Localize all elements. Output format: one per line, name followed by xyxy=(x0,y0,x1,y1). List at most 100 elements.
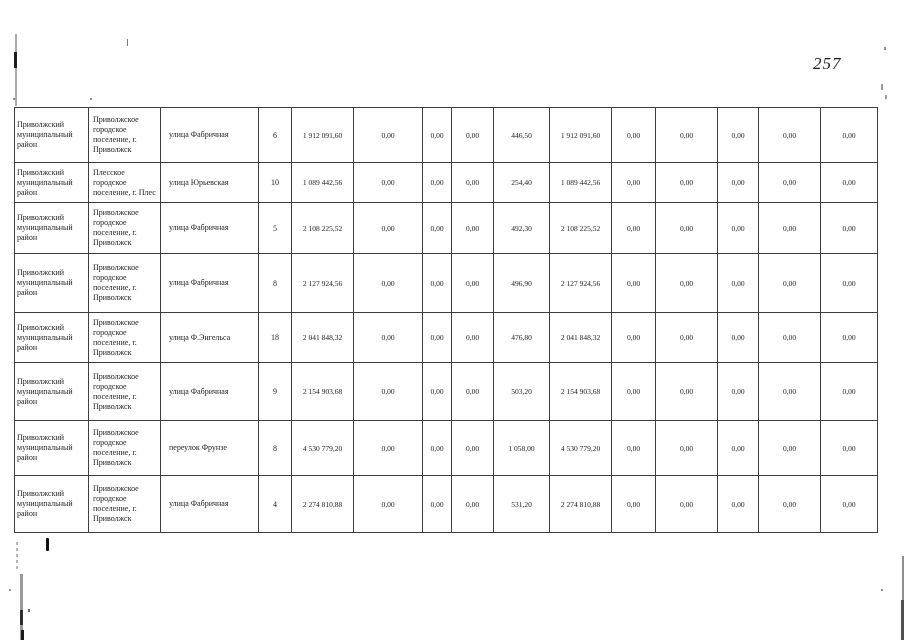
cell-settlement: Приволжское городское поселение, г. Прив… xyxy=(88,202,161,254)
cell-district: Приволжский муниципальный район xyxy=(14,107,89,163)
cell-value: 0,00 xyxy=(353,202,423,254)
cell-value: 0,00 xyxy=(451,253,494,313)
cell-value: 0,00 xyxy=(717,107,759,163)
table-body: Приволжский муниципальный район Приволжск… xyxy=(14,107,878,533)
data-table: Приволжский муниципальный район Приволжск… xyxy=(14,107,878,533)
cell-value: 0,00 xyxy=(655,312,718,363)
cell-value: 0,00 xyxy=(451,202,494,254)
cell-house-number: 4 xyxy=(258,475,292,533)
cell-value: 2 154 903,68 xyxy=(549,362,612,421)
cell-value: 0,00 xyxy=(655,162,718,203)
cell-value: 496,90 xyxy=(493,253,550,313)
cell-value: 0,00 xyxy=(422,253,452,313)
cell-value: 0,00 xyxy=(717,475,759,533)
table-row: Приволжский муниципальный район Приволжск… xyxy=(14,312,878,363)
cell-value: 0,00 xyxy=(758,162,821,203)
table-row: Приволжский муниципальный район Приволжск… xyxy=(14,420,878,476)
cell-value: 4 530 779,20 xyxy=(549,420,612,476)
table-row: Приволжский муниципальный район Приволжск… xyxy=(14,202,878,254)
cell-value: 2 127 924,56 xyxy=(291,253,354,313)
cell-value: 0,00 xyxy=(611,253,656,313)
cell-value: 503,20 xyxy=(493,362,550,421)
cell-district: Приволжский муниципальный район xyxy=(14,253,89,313)
scan-artifact-dot xyxy=(881,589,883,591)
table-row: Приволжский муниципальный район Приволжск… xyxy=(14,107,878,163)
cell-value: 0,00 xyxy=(655,362,718,421)
cell-settlement: Приволжское городское поселение, г. Прив… xyxy=(88,420,161,476)
cell-value: 2 274 810,88 xyxy=(291,475,354,533)
cell-district: Приволжский муниципальный район xyxy=(14,312,89,363)
table-row: Приволжский муниципальный район Приволжск… xyxy=(14,475,878,533)
cell-value: 492,30 xyxy=(493,202,550,254)
cell-street: улица Фабричная xyxy=(160,253,259,313)
scan-artifact-dashes xyxy=(16,542,18,570)
cell-value: 0,00 xyxy=(353,162,423,203)
cell-value: 0,00 xyxy=(451,312,494,363)
cell-house-number: 10 xyxy=(258,162,292,203)
cell-value: 0,00 xyxy=(422,312,452,363)
scan-artifact-bar xyxy=(901,600,904,640)
cell-value: 0,00 xyxy=(353,107,423,163)
cell-value: 1 912 091,60 xyxy=(291,107,354,163)
scan-artifact-tick xyxy=(127,39,128,46)
cell-value: 0,00 xyxy=(758,312,821,363)
cell-value: 1 089 442,56 xyxy=(549,162,612,203)
cell-house-number: 18 xyxy=(258,312,292,363)
cell-settlement: Приволжское городское поселение, г. Прив… xyxy=(88,253,161,313)
cell-value: 0,00 xyxy=(422,162,452,203)
cell-value: 0,00 xyxy=(758,107,821,163)
scan-artifact-dot xyxy=(881,84,883,90)
cell-street: переулок Фрунзе xyxy=(160,420,259,476)
cell-value: 0,00 xyxy=(353,475,423,533)
cell-settlement: Приволжское городское поселение, г. Прив… xyxy=(88,312,161,363)
cell-value: 0,00 xyxy=(451,162,494,203)
cell-value: 0,00 xyxy=(717,420,759,476)
cell-value: 0,00 xyxy=(717,202,759,254)
cell-value: 0,00 xyxy=(353,362,423,421)
cell-value: 0,00 xyxy=(820,475,878,533)
cell-value: 0,00 xyxy=(611,202,656,254)
cell-value: 254,40 xyxy=(493,162,550,203)
cell-value: 0,00 xyxy=(655,475,718,533)
cell-district: Приволжский муниципальный район xyxy=(14,162,89,203)
cell-value: 0,00 xyxy=(758,202,821,254)
cell-value: 4 530 779,20 xyxy=(291,420,354,476)
cell-value: 0,00 xyxy=(820,107,878,163)
cell-district: Приволжский муниципальный район xyxy=(14,475,89,533)
cell-value: 0,00 xyxy=(655,202,718,254)
cell-value: 0,00 xyxy=(611,107,656,163)
cell-district: Приволжский муниципальный район xyxy=(14,362,89,421)
table-row: Приволжский муниципальный район Приволжск… xyxy=(14,362,878,421)
cell-street: улица Юрьевская xyxy=(160,162,259,203)
cell-value: 0,00 xyxy=(820,253,878,313)
cell-settlement: Приволжское городское поселение, г. Прив… xyxy=(88,475,161,533)
cell-value: 0,00 xyxy=(758,420,821,476)
scan-artifact-line xyxy=(20,574,23,640)
cell-value: 2 154 903,68 xyxy=(291,362,354,421)
cell-value: 1 089 442,56 xyxy=(291,162,354,203)
cell-value: 0,00 xyxy=(353,312,423,363)
cell-value: 2 041 848,32 xyxy=(549,312,612,363)
cell-value: 0,00 xyxy=(717,162,759,203)
scan-artifact-stroke xyxy=(46,538,49,551)
cell-value: 476,80 xyxy=(493,312,550,363)
cell-value: 0,00 xyxy=(655,420,718,476)
cell-value: 1 058,00 xyxy=(493,420,550,476)
cell-value: 0,00 xyxy=(611,475,656,533)
cell-value: 0,00 xyxy=(820,202,878,254)
scan-artifact-speck xyxy=(90,98,92,100)
cell-house-number: 9 xyxy=(258,362,292,421)
cell-value: 0,00 xyxy=(820,362,878,421)
cell-street: улица Фабричная xyxy=(160,202,259,254)
cell-value: 0,00 xyxy=(758,362,821,421)
cell-value: 0,00 xyxy=(611,362,656,421)
cell-value: 2 108 225,52 xyxy=(291,202,354,254)
scan-artifact-dot xyxy=(884,47,886,50)
cell-district: Приволжский муниципальный район xyxy=(14,420,89,476)
scan-artifact-dot xyxy=(9,589,11,591)
scan-artifact-blob xyxy=(20,610,23,625)
cell-value: 0,00 xyxy=(820,420,878,476)
cell-value: 0,00 xyxy=(422,475,452,533)
cell-value: 0,00 xyxy=(422,362,452,421)
